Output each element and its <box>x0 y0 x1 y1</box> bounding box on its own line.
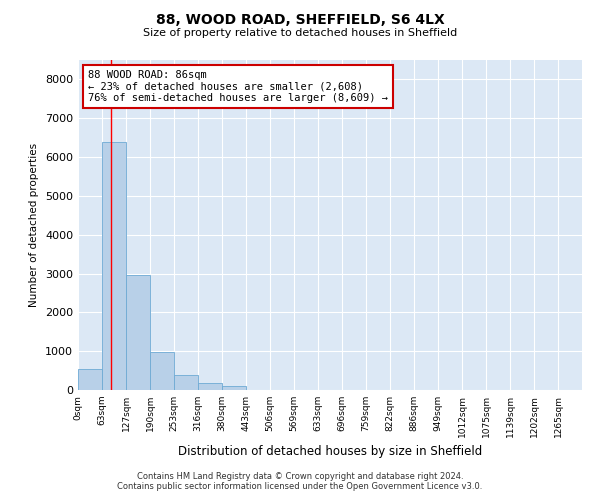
Bar <box>126 276 150 390</box>
Bar <box>78 368 102 390</box>
Bar <box>102 142 126 390</box>
X-axis label: Distribution of detached houses by size in Sheffield: Distribution of detached houses by size … <box>178 446 482 458</box>
Y-axis label: Number of detached properties: Number of detached properties <box>29 143 40 307</box>
Bar <box>174 375 198 390</box>
Text: Contains public sector information licensed under the Open Government Licence v3: Contains public sector information licen… <box>118 482 482 491</box>
Text: 88 WOOD ROAD: 86sqm
← 23% of detached houses are smaller (2,608)
76% of semi-det: 88 WOOD ROAD: 86sqm ← 23% of detached ho… <box>88 70 388 103</box>
Bar <box>150 352 174 390</box>
Bar <box>198 384 222 390</box>
Bar <box>222 386 246 390</box>
Text: Contains HM Land Registry data © Crown copyright and database right 2024.: Contains HM Land Registry data © Crown c… <box>137 472 463 481</box>
Text: Size of property relative to detached houses in Sheffield: Size of property relative to detached ho… <box>143 28 457 38</box>
Text: 88, WOOD ROAD, SHEFFIELD, S6 4LX: 88, WOOD ROAD, SHEFFIELD, S6 4LX <box>155 12 445 26</box>
